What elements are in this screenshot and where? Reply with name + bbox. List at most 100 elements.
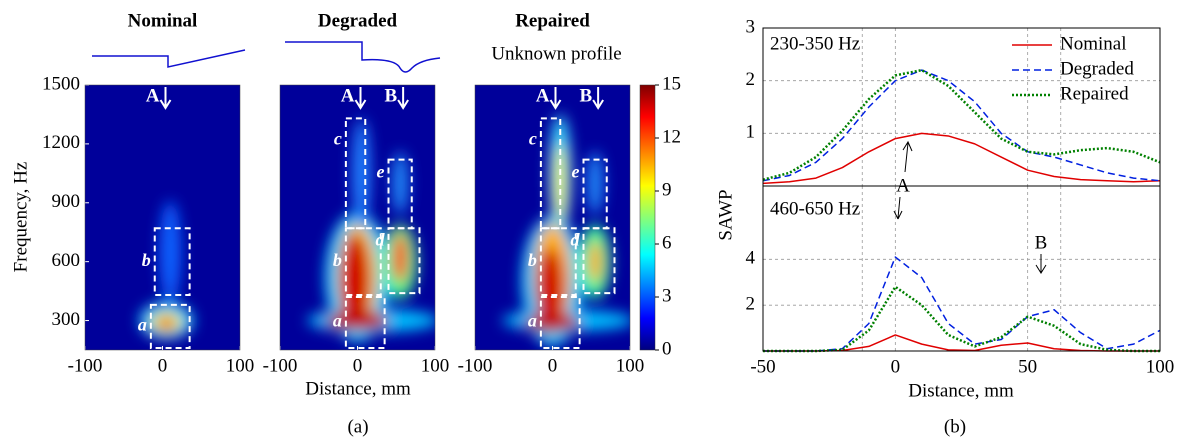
intensity-blob (392, 151, 408, 215)
colorbar-tick-label: 3 (662, 285, 672, 306)
y-axis-label: Frequency, Hz (10, 162, 31, 273)
region-label: b (528, 250, 537, 270)
series-line (762, 68, 1161, 181)
x-tick-label: 100 (421, 355, 450, 376)
x-axis-label: Distance, mm (908, 380, 1014, 401)
subtitle: Unknown profile (491, 43, 621, 64)
colorbar-tick-label: 9 (662, 179, 672, 200)
series-line (762, 132, 1161, 185)
region-label: e (377, 161, 385, 181)
region-box (539, 117, 562, 230)
marker-arrow (592, 87, 604, 110)
panel-label: (a) (347, 416, 368, 437)
colorbar-tick-label: 6 (662, 232, 672, 253)
y-tick-label: 1200 (42, 132, 80, 153)
region-box (149, 303, 191, 350)
panel-label: (b) (944, 416, 966, 437)
series-line (762, 69, 1161, 182)
frame (279, 84, 436, 351)
heatmap-title: Repaired (515, 10, 590, 31)
intensity-blob (352, 118, 371, 229)
intensity-blob (588, 240, 603, 284)
x-axis-label: Distance, mm (305, 378, 411, 399)
marker-label: A (146, 85, 160, 106)
intensity-blob (392, 232, 408, 284)
x-tick-label: 0 (158, 355, 168, 376)
y-tick-label: 1500 (42, 73, 80, 94)
heatmap-title: Degraded (318, 10, 398, 31)
region-box (387, 227, 421, 295)
intensity-blob (157, 317, 176, 330)
region-label: c (334, 128, 342, 148)
marker-label: B (1035, 232, 1048, 253)
x-tick-label: 100 (226, 355, 255, 376)
region-label: a (333, 311, 342, 331)
heatmap (475, 85, 630, 350)
region-label: a (528, 311, 537, 331)
x-tick-label: 0 (891, 356, 901, 377)
region-label: d (376, 229, 386, 249)
panel-annotation: 460-650 Hz (770, 198, 860, 219)
panel-annotation: 230-350 Hz (770, 33, 860, 54)
intensity-blob (339, 232, 371, 331)
legend-label: Repaired (1060, 83, 1129, 104)
y-axis-label: SAWP (715, 189, 736, 240)
region-label: a (138, 315, 147, 335)
region-label: b (142, 250, 151, 270)
series-line (763, 285, 1160, 353)
y-tick-label: 300 (52, 309, 81, 330)
region-box (582, 158, 608, 230)
marker-arrow (354, 87, 367, 110)
x-tick-label: 0 (548, 355, 558, 376)
y-tick-label: 3 (746, 16, 756, 37)
intensity-blob (587, 151, 603, 215)
intensity-blob (159, 200, 182, 303)
x-tick-label: 100 (616, 355, 645, 376)
y-tick-label: 1 (746, 122, 756, 143)
marker-label: B (384, 85, 397, 106)
region-label: c (529, 128, 537, 148)
frame (84, 84, 241, 351)
marker-label: A (536, 85, 550, 106)
heatmap-blobs (502, 114, 630, 347)
x-tick-label: 100 (1146, 356, 1175, 377)
heatmap-title: Nominal (128, 10, 198, 31)
x-tick-label: -100 (263, 355, 298, 376)
region-label: b (333, 250, 342, 270)
x-tick-label: -50 (750, 356, 775, 377)
x-tick-label: 50 (1018, 356, 1037, 377)
marker-label: B (579, 85, 592, 106)
heatmap-blobs (307, 118, 435, 343)
heatmap-blobs (139, 200, 194, 340)
region-box (344, 296, 386, 350)
y-tick-label: 2 (746, 294, 756, 315)
marker-label: A (341, 85, 355, 106)
intensity-blob (326, 310, 389, 331)
region-box (387, 158, 413, 230)
y-tick-label: 2 (746, 69, 756, 90)
x-tick-label: -100 (68, 355, 103, 376)
series-line (763, 256, 1161, 352)
x-tick-label: -100 (458, 355, 493, 376)
colorbar-tick-label: 12 (662, 126, 681, 147)
heatmap (280, 85, 435, 350)
region-box (539, 296, 581, 350)
legend-label: Degraded (1060, 58, 1134, 79)
y-tick-label: 4 (746, 248, 756, 269)
y-tick-label: 600 (52, 250, 81, 271)
region-label: e (572, 161, 580, 181)
intensity-blob (525, 313, 580, 332)
marker-arrow (549, 87, 562, 110)
intensity-blob (536, 247, 565, 335)
series-line (763, 334, 1160, 352)
x-tick-label: 0 (353, 355, 363, 376)
marker-arrow (1035, 254, 1047, 274)
colorbar-tick-label: 0 (662, 338, 672, 359)
colorbar-tick-label: 15 (662, 73, 681, 94)
plot-frame (762, 185, 1161, 352)
region-box (582, 227, 616, 295)
region-label: d (571, 229, 581, 249)
frame (474, 84, 631, 351)
colorbar (639, 84, 656, 351)
